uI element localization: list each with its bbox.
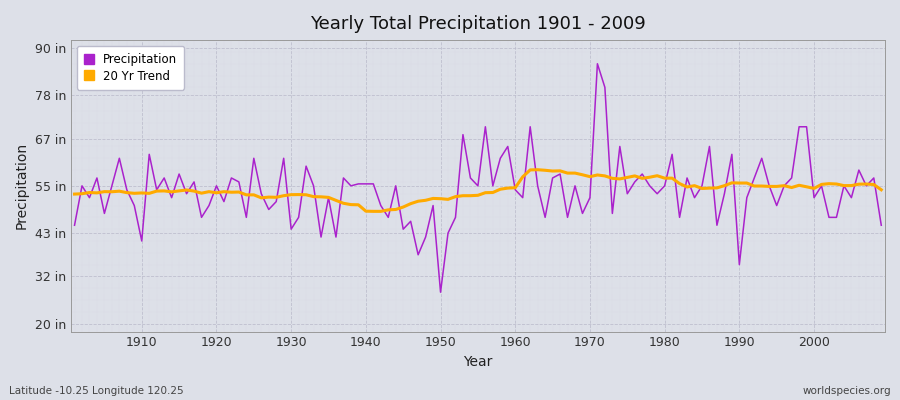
20 Yr Trend [532,167,543,172]
Precipitation [69,223,80,228]
Line: 20 Yr Trend: 20 Yr Trend [75,170,881,211]
20 Yr Trend [615,176,626,181]
Title: Yearly Total Precipitation 1901 - 2009: Yearly Total Precipitation 1901 - 2009 [310,15,646,33]
20 Yr Trend [338,201,349,206]
Precipitation [518,195,528,200]
Text: Latitude -10.25 Longitude 120.25: Latitude -10.25 Longitude 120.25 [9,386,184,396]
Precipitation [592,61,603,66]
Precipitation [509,187,520,192]
20 Yr Trend [69,192,80,196]
20 Yr Trend [368,209,379,214]
Precipitation [615,144,626,149]
Precipitation [293,215,304,220]
Precipitation [876,223,886,228]
X-axis label: Year: Year [464,355,492,369]
20 Yr Trend [876,187,886,192]
20 Yr Trend [518,174,528,179]
Precipitation [435,290,446,294]
20 Yr Trend [129,191,140,196]
20 Yr Trend [293,192,304,197]
Precipitation [338,176,349,180]
20 Yr Trend [509,185,520,190]
Line: Precipitation: Precipitation [75,64,881,292]
Text: worldspecies.org: worldspecies.org [803,386,891,396]
Legend: Precipitation, 20 Yr Trend: Precipitation, 20 Yr Trend [76,46,184,90]
Precipitation [129,203,140,208]
Y-axis label: Precipitation: Precipitation [15,142,29,230]
